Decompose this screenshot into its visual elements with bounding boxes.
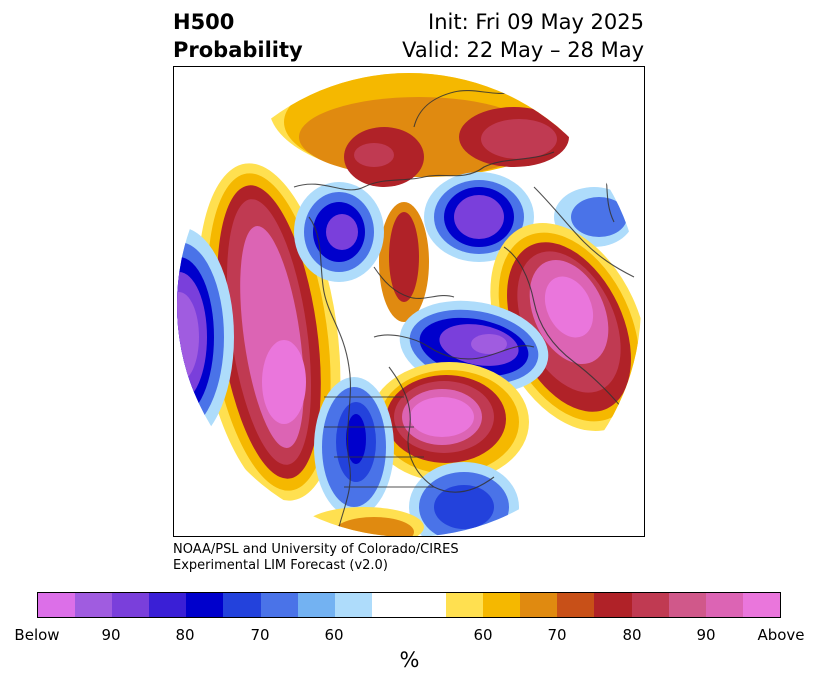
colorbar-tick-label: 80: [175, 626, 195, 644]
colorbar-cell: [297, 593, 335, 617]
colorbar-cell: [408, 593, 447, 617]
colorbar-tick-label: 60: [473, 626, 493, 644]
colorbar-cell: [594, 593, 632, 617]
credit-line-2: Experimental LIM Forecast (v2.0): [173, 558, 388, 573]
colorbar-unit-label: %: [399, 648, 420, 672]
colorbar-cell: [75, 593, 113, 617]
title-left: H500 Probability: [173, 8, 303, 64]
colorbar-tick-label: 80: [622, 626, 642, 644]
colorbar-cell: [112, 593, 150, 617]
colorbar-tick-label: Below: [14, 626, 60, 644]
colorbar-cell: [38, 593, 76, 617]
colorbar-tick-label: 70: [250, 626, 270, 644]
colorbar-tick-label: 70: [547, 626, 567, 644]
colorbar-cell: [260, 593, 298, 617]
anomaly-contours: [177, 73, 641, 536]
colorbar-cell: [483, 593, 521, 617]
colorbar-cell: [668, 593, 706, 617]
map-panel: [173, 66, 645, 537]
colorbar: [37, 592, 781, 618]
colorbar-cell: [371, 593, 409, 617]
probability-map: [177, 73, 641, 536]
colorbar-tick-label: 60: [324, 626, 344, 644]
colorbar-cell: [446, 593, 484, 617]
colorbar-cell: [186, 593, 224, 617]
colorbar-cell: [334, 593, 372, 617]
title-type: Probability: [173, 38, 303, 62]
valid-range: Valid: 22 May – 28 May: [402, 38, 644, 62]
title-variable: H500: [173, 10, 235, 34]
colorbar-tick-label: 90: [101, 626, 121, 644]
title-right: Init: Fri 09 May 2025 Valid: 22 May – 28…: [402, 8, 644, 64]
colorbar-cell: [742, 593, 780, 617]
colorbar-cell: [631, 593, 669, 617]
colorbar-ticks: Below 90 80 70 60 60 70 80 90 Above: [0, 626, 819, 646]
credit-line-1: NOAA/PSL and University of Colorado/CIRE…: [173, 542, 459, 557]
colorbar-cell: [149, 593, 187, 617]
colorbar-cell: [557, 593, 595, 617]
colorbar-tick-label: Above: [757, 626, 805, 644]
colorbar-cell: [520, 593, 558, 617]
colorbar-tick-label: 90: [696, 626, 716, 644]
credits: NOAA/PSL and University of Colorado/CIRE…: [173, 542, 459, 574]
colorbar-cell: [705, 593, 743, 617]
colorbar-cell: [223, 593, 261, 617]
init-date: Init: Fri 09 May 2025: [428, 10, 644, 34]
